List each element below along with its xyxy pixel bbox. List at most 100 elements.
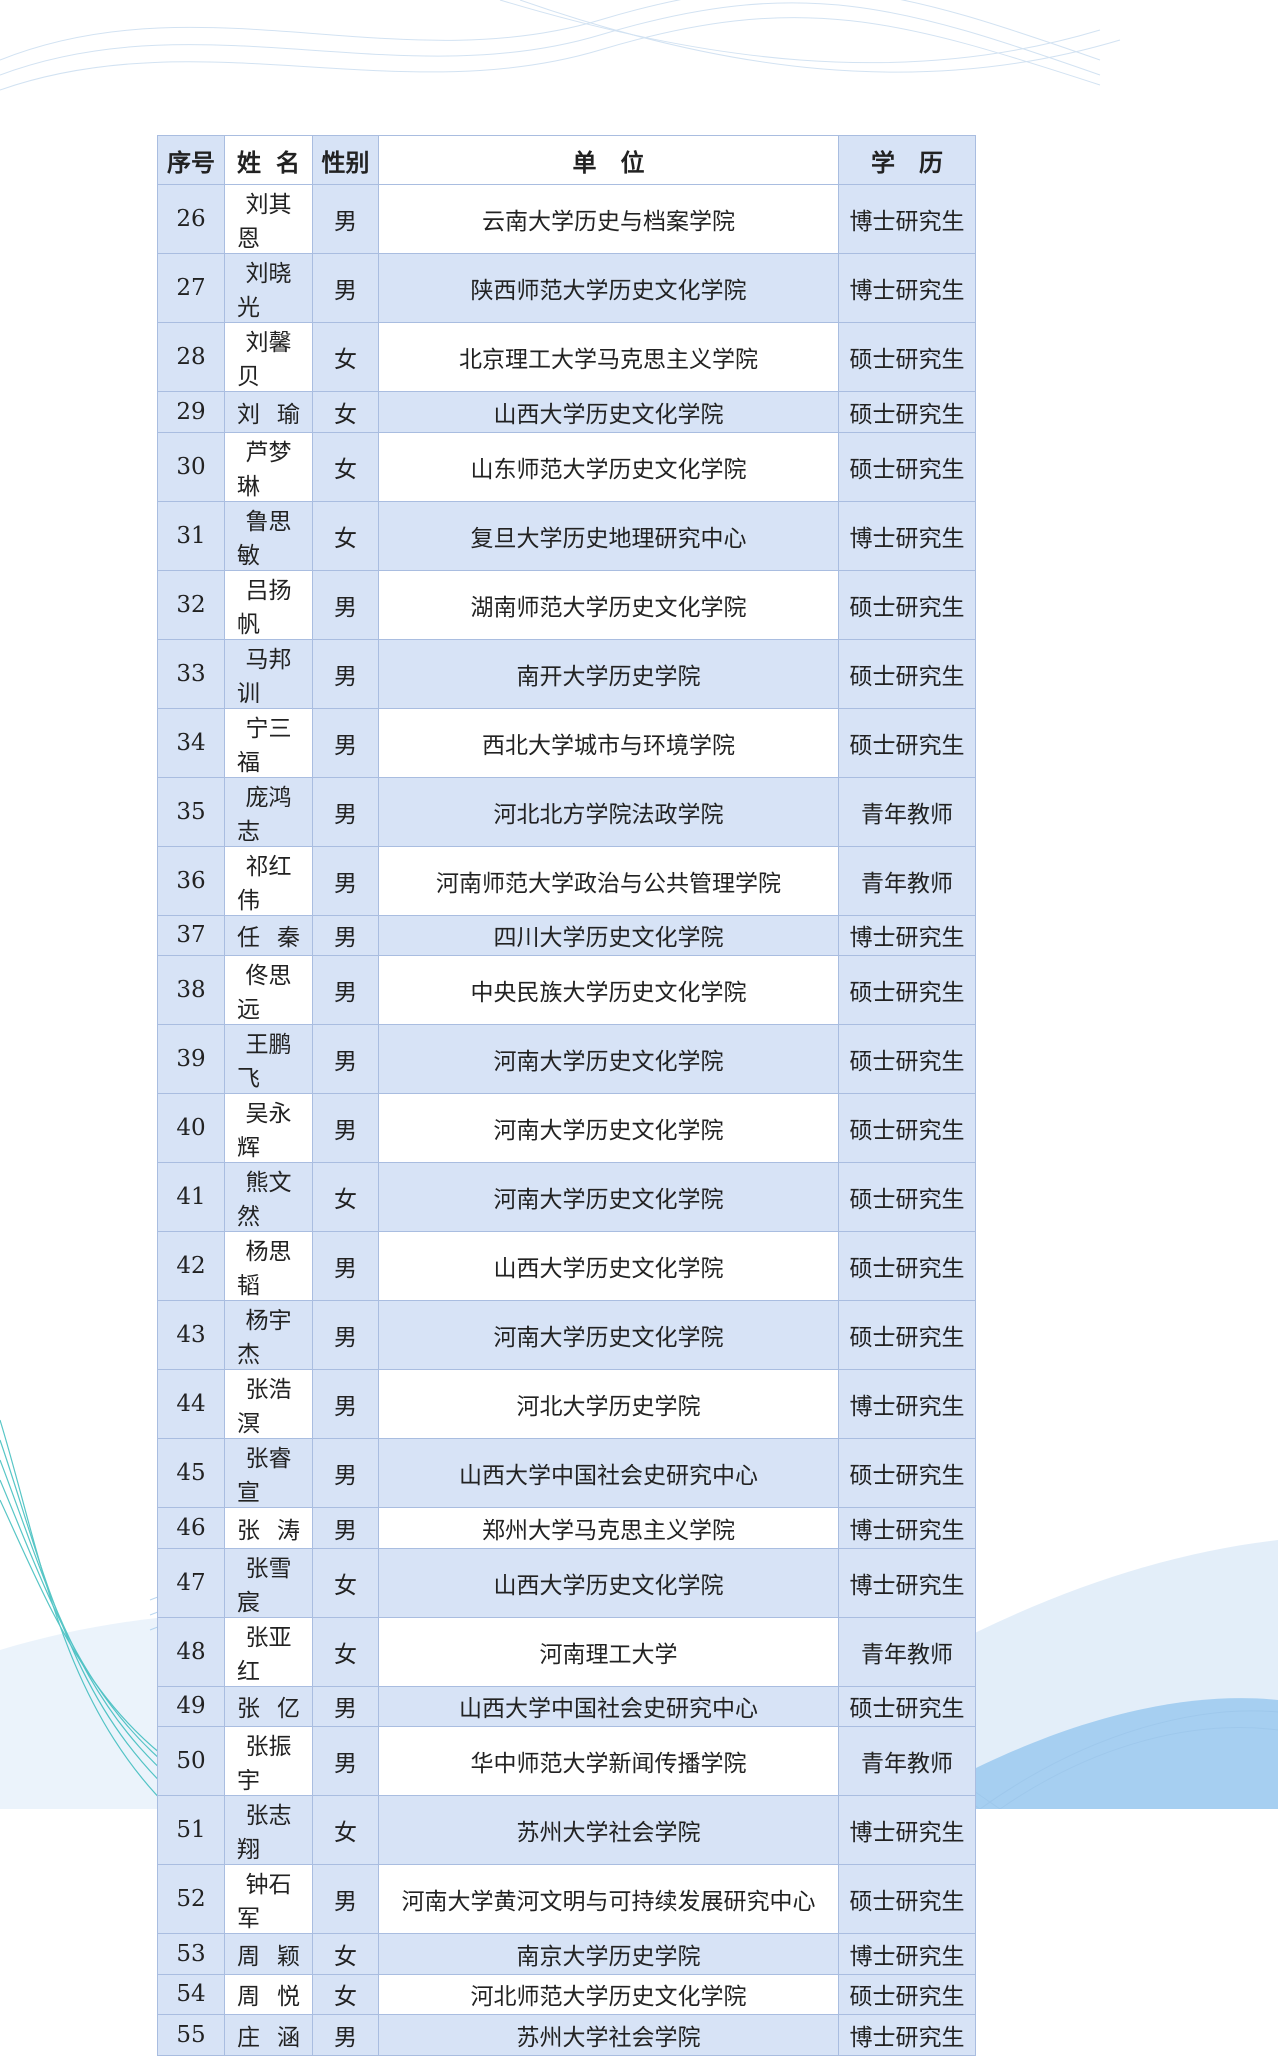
table-row: 27 刘晓光男陕西师范大学历史文化学院 博士研究生: [157, 253, 976, 323]
cell-gender: 男: [312, 707, 379, 778]
cell-gender: 男: [312, 1507, 379, 1549]
table-row: 45 张睿宣男山西大学中国社会史研究中心 硕士研究生: [157, 1438, 976, 1508]
table-row: 29 刘瑜女山西大学历史文化学院 硕士研究生: [157, 391, 976, 433]
table-row: 47 张雪宸女山西大学历史文化学院 博士研究生: [157, 1547, 976, 1618]
cell-name: 王鹏飞: [224, 1024, 313, 1094]
top-wave-lines: [0, 0, 1121, 91]
cell-index: 49: [157, 1685, 225, 1727]
cell-unit: 河南理工大学: [378, 1616, 839, 1687]
cell-name: 周悦: [224, 1973, 313, 2015]
cell-gender: 男: [312, 1369, 379, 1439]
cell-index: 41: [157, 1162, 225, 1232]
cell-unit: 山西大学历史文化学院: [378, 391, 839, 433]
table-row: 30 芦梦琳女山东师范大学历史文化学院 硕士研究生: [157, 431, 976, 502]
cell-gender: 女: [312, 391, 379, 433]
cell-index: 55: [157, 2014, 225, 2056]
cell-name: 庄涵: [224, 2014, 313, 2056]
cell-education: 博士研究生: [838, 500, 976, 571]
cell-unit: 河南大学历史文化学院: [378, 1024, 839, 1094]
cell-index: 32: [157, 569, 225, 640]
cell-name: 马邦训: [224, 638, 313, 709]
cell-education: 硕士研究生: [838, 569, 976, 640]
cell-index: 38: [157, 955, 225, 1025]
cell-index: 46: [157, 1507, 225, 1549]
table-row: 52 钟石军男河南大学黄河文明与可持续发展研究中心 硕士研究生: [157, 1864, 976, 1934]
cell-gender: 女: [312, 1933, 379, 1975]
cell-name: 刘其恩: [224, 184, 313, 254]
table-row: 36 祁红伟男河南师范大学政治与公共管理学院 青年教师: [157, 845, 976, 916]
cell-index: 52: [157, 1864, 225, 1934]
cell-education: 硕士研究生: [838, 322, 976, 392]
cell-unit: 山西大学历史文化学院: [378, 1547, 839, 1618]
cell-name: 杨宇杰: [224, 1300, 313, 1370]
cell-education: 青年教师: [838, 776, 976, 847]
cell-name: 鲁思敏: [224, 500, 313, 571]
table-row: 42 杨思韬男山西大学历史文化学院 硕士研究生: [157, 1231, 976, 1301]
cell-gender: 男: [312, 1024, 379, 1094]
table-row: 46 张涛男郑州大学马克思主义学院 博士研究生: [157, 1507, 976, 1549]
cell-index: 27: [157, 253, 225, 323]
cell-gender: 男: [312, 1864, 379, 1934]
cell-index: 47: [157, 1547, 225, 1618]
table-row: 34 宁三福男西北大学城市与环境学院 硕士研究生: [157, 707, 976, 778]
cell-unit: 南京大学历史学院: [378, 1933, 839, 1975]
cell-name: 刘瑜: [224, 391, 313, 433]
table-row: 53 周颖女南京大学历史学院 博士研究生: [157, 1933, 976, 1975]
cell-unit: 四川大学历史文化学院: [378, 914, 839, 956]
cell-gender: 女: [312, 1547, 379, 1618]
table-row: 33 马邦训男南开大学历史学院 硕士研究生: [157, 638, 976, 709]
cell-name: 周颖: [224, 1933, 313, 1975]
table-row: 26 刘其恩男云南大学历史与档案学院 博士研究生: [157, 184, 976, 254]
cell-unit: 河北北方学院法政学院: [378, 776, 839, 847]
header-index: 序号: [157, 135, 225, 185]
table-row: 32 吕扬帆男湖南师范大学历史文化学院 硕士研究生: [157, 569, 976, 640]
table-row: 55 庄涵男苏州大学社会学院 博士研究生: [157, 2014, 976, 2056]
cell-unit: 苏州大学社会学院: [378, 2014, 839, 2056]
cell-gender: 男: [312, 845, 379, 916]
cell-name: 张睿宣: [224, 1438, 313, 1508]
cell-gender: 女: [312, 1162, 379, 1232]
cell-name: 刘晓光: [224, 253, 313, 323]
cell-unit: 复旦大学历史地理研究中心: [378, 500, 839, 571]
cell-name: 张浩溟: [224, 1369, 313, 1439]
cell-index: 37: [157, 914, 225, 956]
cell-gender: 女: [312, 1795, 379, 1865]
cell-unit: 中央民族大学历史文化学院: [378, 955, 839, 1025]
cell-index: 53: [157, 1933, 225, 1975]
cell-gender: 女: [312, 431, 379, 502]
cell-education: 硕士研究生: [838, 1864, 976, 1934]
cell-name: 张亚红: [224, 1616, 313, 1687]
cell-unit: 山东师范大学历史文化学院: [378, 431, 839, 502]
table-row: 44 张浩溟男河北大学历史学院 博士研究生: [157, 1369, 976, 1439]
roster-table: 序号 姓名 性别 单 位 学 历 26 刘其恩男云南大学历史与档案学院 博士研究生 2…: [157, 135, 976, 2056]
cell-index: 45: [157, 1438, 225, 1508]
cell-unit: 湖南师范大学历史文化学院: [378, 569, 839, 640]
cell-education: 硕士研究生: [838, 955, 976, 1025]
cell-unit: 陕西师范大学历史文化学院: [378, 253, 839, 323]
cell-unit: 河南大学历史文化学院: [378, 1093, 839, 1163]
cell-education: 青年教师: [838, 1616, 976, 1687]
cell-gender: 女: [312, 500, 379, 571]
cell-education: 博士研究生: [838, 914, 976, 956]
cell-index: 30: [157, 431, 225, 502]
table-row: 48 张亚红女河南理工大学 青年教师: [157, 1616, 976, 1687]
cell-gender: 男: [312, 1300, 379, 1370]
cell-unit: 苏州大学社会学院: [378, 1795, 839, 1865]
cell-gender: 女: [312, 1616, 379, 1687]
cell-name: 杨思韬: [224, 1231, 313, 1301]
cell-name: 吕扬帆: [224, 569, 313, 640]
cell-gender: 男: [312, 955, 379, 1025]
cell-unit: 山西大学中国社会史研究中心: [378, 1438, 839, 1508]
cell-education: 硕士研究生: [838, 1685, 976, 1727]
cell-education: 博士研究生: [838, 253, 976, 323]
header-gender: 性别: [312, 135, 379, 185]
cell-name: 庞鸿志: [224, 776, 313, 847]
cell-index: 51: [157, 1795, 225, 1865]
cell-index: 43: [157, 1300, 225, 1370]
cell-education: 硕士研究生: [838, 431, 976, 502]
table-row: 54 周悦女河北师范大学历史文化学院 硕士研究生: [157, 1973, 976, 2015]
cell-education: 硕士研究生: [838, 1231, 976, 1301]
cell-unit: 西北大学城市与环境学院: [378, 707, 839, 778]
cell-education: 青年教师: [838, 1726, 976, 1796]
cell-education: 博士研究生: [838, 1369, 976, 1439]
